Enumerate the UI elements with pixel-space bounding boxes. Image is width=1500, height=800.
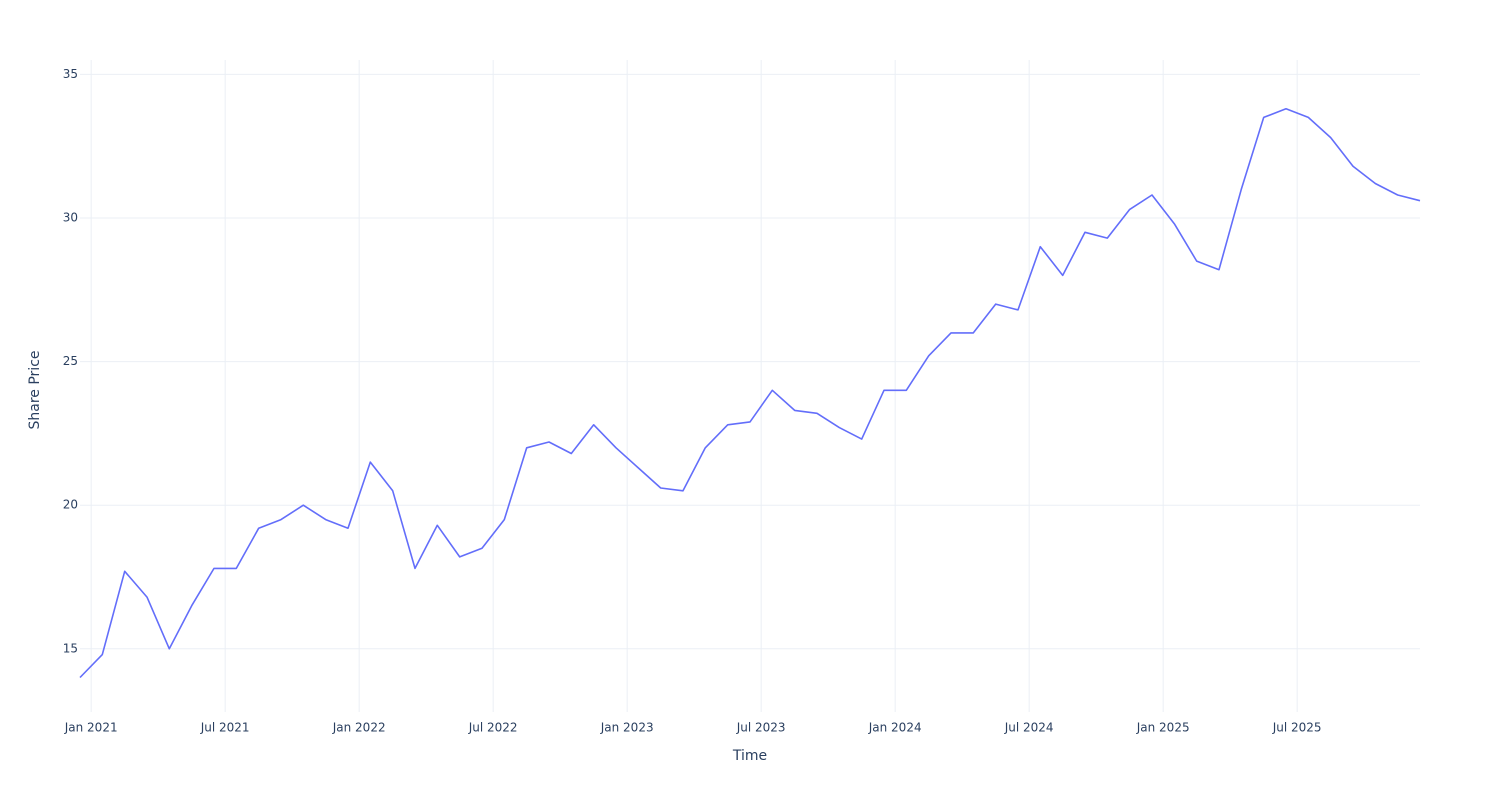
x-tick-label: Jan 2025 xyxy=(1136,721,1190,735)
y-tick-label: 30 xyxy=(63,210,78,224)
x-tick-label: Jul 2024 xyxy=(1004,721,1054,735)
x-tick-label: Jan 2022 xyxy=(332,721,386,735)
y-axis-title: Share Price xyxy=(27,350,43,429)
x-tick-label: Jul 2023 xyxy=(736,721,786,735)
x-tick-label: Jul 2022 xyxy=(468,721,518,735)
x-axis-title: Time xyxy=(732,748,767,764)
y-tick-label: 20 xyxy=(63,498,78,512)
x-tick-label: Jan 2023 xyxy=(600,721,654,735)
y-tick-label: 25 xyxy=(63,354,78,368)
x-tick-label: Jan 2021 xyxy=(64,721,118,735)
y-tick-label: 35 xyxy=(63,67,78,81)
y-tick-label: 15 xyxy=(63,641,78,655)
x-tick-label: Jan 2024 xyxy=(868,721,922,735)
x-tick-label: Jul 2025 xyxy=(1272,721,1322,735)
x-tick-label: Jul 2021 xyxy=(200,721,250,735)
price-line xyxy=(79,108,1421,679)
